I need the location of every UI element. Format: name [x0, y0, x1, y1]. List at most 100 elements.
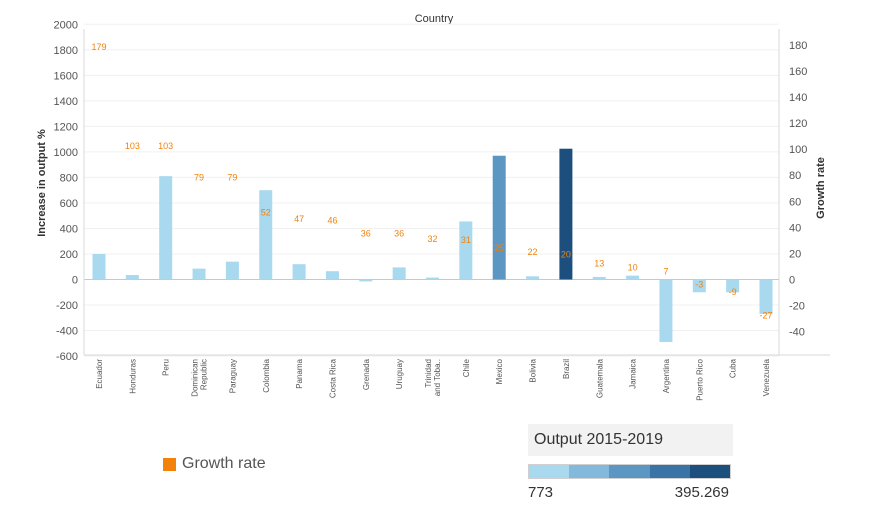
x-tick-label-line: Uruguay — [395, 359, 404, 389]
bar — [325, 271, 339, 280]
x-tick-label: Puerto Rico — [695, 358, 704, 400]
x-tick-label-line: Ecuador — [95, 359, 104, 389]
x-tick-label: Jamaica — [629, 358, 638, 388]
x-tick-label: Mexico — [495, 358, 504, 384]
growth-rate-label: 103 — [158, 141, 173, 151]
growth-rate-label: 79 — [194, 173, 204, 183]
y-tick-label: 600 — [60, 198, 78, 210]
bar — [359, 279, 373, 282]
y-tick-label: 400 — [60, 223, 78, 235]
x-tick-label-line: Dominican — [191, 359, 200, 397]
bar — [259, 190, 273, 280]
x-tick-label-line: Chile — [462, 358, 471, 377]
y2-tick-label: 80 — [789, 170, 801, 182]
y2-tick-label: 160 — [789, 66, 807, 78]
x-tick-label: Colombia — [262, 358, 271, 392]
ramp-step — [529, 465, 570, 478]
growth-rate-label: 36 — [361, 229, 371, 239]
x-tick-label-line: Mexico — [495, 358, 504, 384]
x-tick-label: Costa Rica — [328, 358, 337, 398]
growth-rate-label: 46 — [327, 216, 337, 226]
ramp-step — [609, 465, 650, 478]
y-tick-label: 1000 — [54, 147, 78, 159]
y-tick-label: 0 — [72, 275, 78, 287]
x-tick-label: Uruguay — [395, 359, 404, 389]
x-tick-label-line: Jamaica — [629, 358, 638, 388]
bar — [626, 275, 640, 280]
y2-tick-label: 100 — [789, 144, 807, 156]
x-tick-label: Peru — [162, 359, 171, 376]
growth-rate-label: 79 — [227, 173, 237, 183]
x-tick-label-line: Venezuela — [762, 358, 771, 396]
x-tick-label: DominicanRepublic — [191, 359, 209, 397]
x-tick-label-line: Paraguay — [228, 359, 237, 393]
axes: 2000180016001400120010008006004002000-20… — [54, 19, 830, 401]
y-axis-title: Increase in output % — [36, 129, 48, 237]
y2-tick-label: 140 — [789, 92, 807, 104]
bars — [92, 148, 773, 343]
bar — [592, 276, 606, 280]
growth-rate-label: -9 — [729, 287, 737, 297]
y-tick-label: 800 — [60, 172, 78, 184]
x-tick-label-line: Colombia — [262, 358, 271, 392]
growth-rate-swatch — [163, 457, 176, 471]
growth-rate-label: 22 — [528, 247, 538, 257]
y2-tick-label: 180 — [789, 40, 807, 52]
x-tick-label: Honduras — [128, 359, 137, 394]
y-tick-label: 1800 — [54, 45, 78, 57]
growth-rate-label: 47 — [294, 214, 304, 224]
y-tick-label: -600 — [56, 351, 78, 363]
growth-rate-label: 10 — [628, 262, 638, 272]
ramp-step — [689, 465, 731, 478]
growth-rate-label: 103 — [125, 141, 140, 151]
bar — [292, 264, 306, 280]
x-tick-label: Bolivia — [529, 358, 538, 382]
x-tick-label-line: Brazil — [562, 359, 571, 379]
ramp-step — [569, 465, 610, 478]
y-tick-label: 2000 — [54, 19, 78, 31]
x-tick-label-line: Grenada — [362, 358, 371, 390]
growth-rate-label: 52 — [261, 208, 271, 218]
growth-rate-labels: 179 103 103 79 79 52 47 46 36 36 32 31 25 22 20 13 10 7 -3… — [91, 42, 772, 321]
x-tick-label-line: Bolivia — [529, 358, 538, 382]
bar — [392, 267, 406, 280]
y2-tick-label: 40 — [789, 222, 801, 234]
growth-rate-legend: Growth rate — [163, 455, 266, 473]
x-tick-label: Grenada — [362, 358, 371, 390]
y-tick-label: 1400 — [54, 96, 78, 108]
y-tick-label: 1200 — [54, 121, 78, 133]
y2-tick-label: 120 — [789, 118, 807, 130]
bar — [225, 261, 239, 280]
output-legend-title: Output 2015-2019 — [528, 424, 733, 456]
growth-rate-label: 20 — [561, 249, 571, 259]
bar — [759, 279, 773, 314]
x-tick-label-line: Trinidad — [424, 359, 433, 388]
bar — [92, 253, 106, 280]
y2-tick-label: -40 — [789, 327, 805, 339]
chart-title: Country — [415, 13, 454, 25]
x-tick-label-line: and Toba.. — [433, 359, 442, 396]
bar — [526, 276, 540, 280]
growth-rate-label: -3 — [695, 279, 703, 289]
growth-rate-label: 25 — [494, 243, 504, 253]
bar — [125, 275, 139, 280]
x-tick-label: Paraguay — [228, 359, 237, 393]
x-tick-label: Trinidadand Toba.. — [424, 359, 442, 396]
y2-tick-label: 0 — [789, 275, 795, 287]
bar — [192, 268, 206, 280]
growth-rate-label: 31 — [461, 235, 471, 245]
growth-rate-label: 13 — [594, 259, 604, 269]
x-tick-label: Cuba — [729, 358, 738, 378]
y-tick-label: 1600 — [54, 70, 78, 82]
x-tick-label: Chile — [462, 358, 471, 377]
bar — [426, 277, 439, 280]
growth-rate-label: 179 — [91, 42, 106, 52]
x-tick-label-line: Honduras — [128, 359, 137, 394]
y-tick-label: 200 — [60, 249, 78, 261]
x-tick-label: Ecuador — [95, 359, 104, 389]
output-color-ramp — [528, 464, 731, 479]
x-tick-label: Panama — [295, 358, 304, 388]
y2-tick-label: 60 — [789, 196, 801, 208]
y2-tick-label: -20 — [789, 301, 805, 313]
